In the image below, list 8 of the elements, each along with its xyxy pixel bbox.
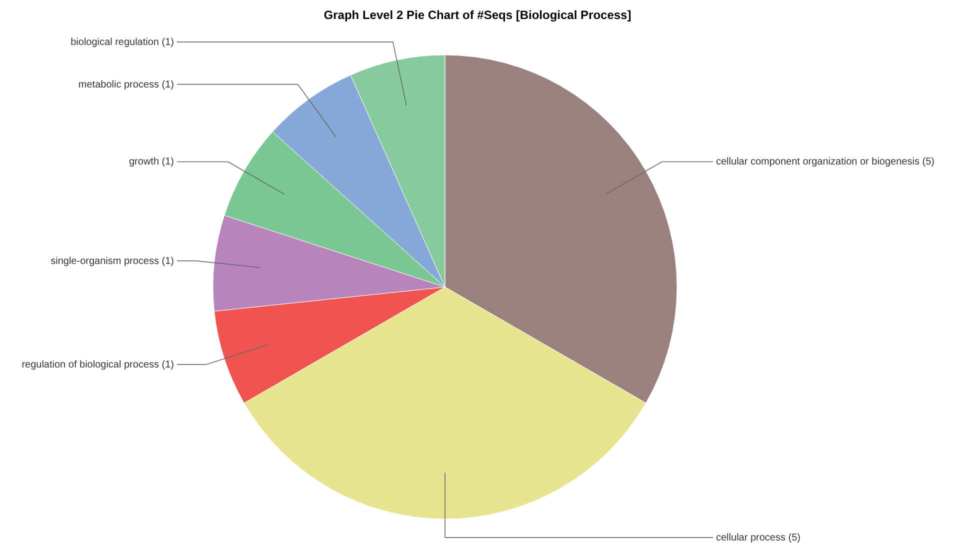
slice-label: single-organism process (1) (50, 256, 174, 267)
slice-label: biological regulation (1) (70, 36, 174, 48)
slice-label: growth (1) (128, 156, 174, 168)
slice-label: metabolic process (1) (78, 79, 174, 90)
slice-label: cellular process (5) (716, 532, 800, 543)
chart-title: Graph Level 2 Pie Chart of #Seqs [Biological Process] (324, 8, 632, 22)
slice-label: cellular component organization or biogenesis (5) (716, 156, 934, 168)
slice-label: regulation of biological process (1) (22, 359, 174, 370)
